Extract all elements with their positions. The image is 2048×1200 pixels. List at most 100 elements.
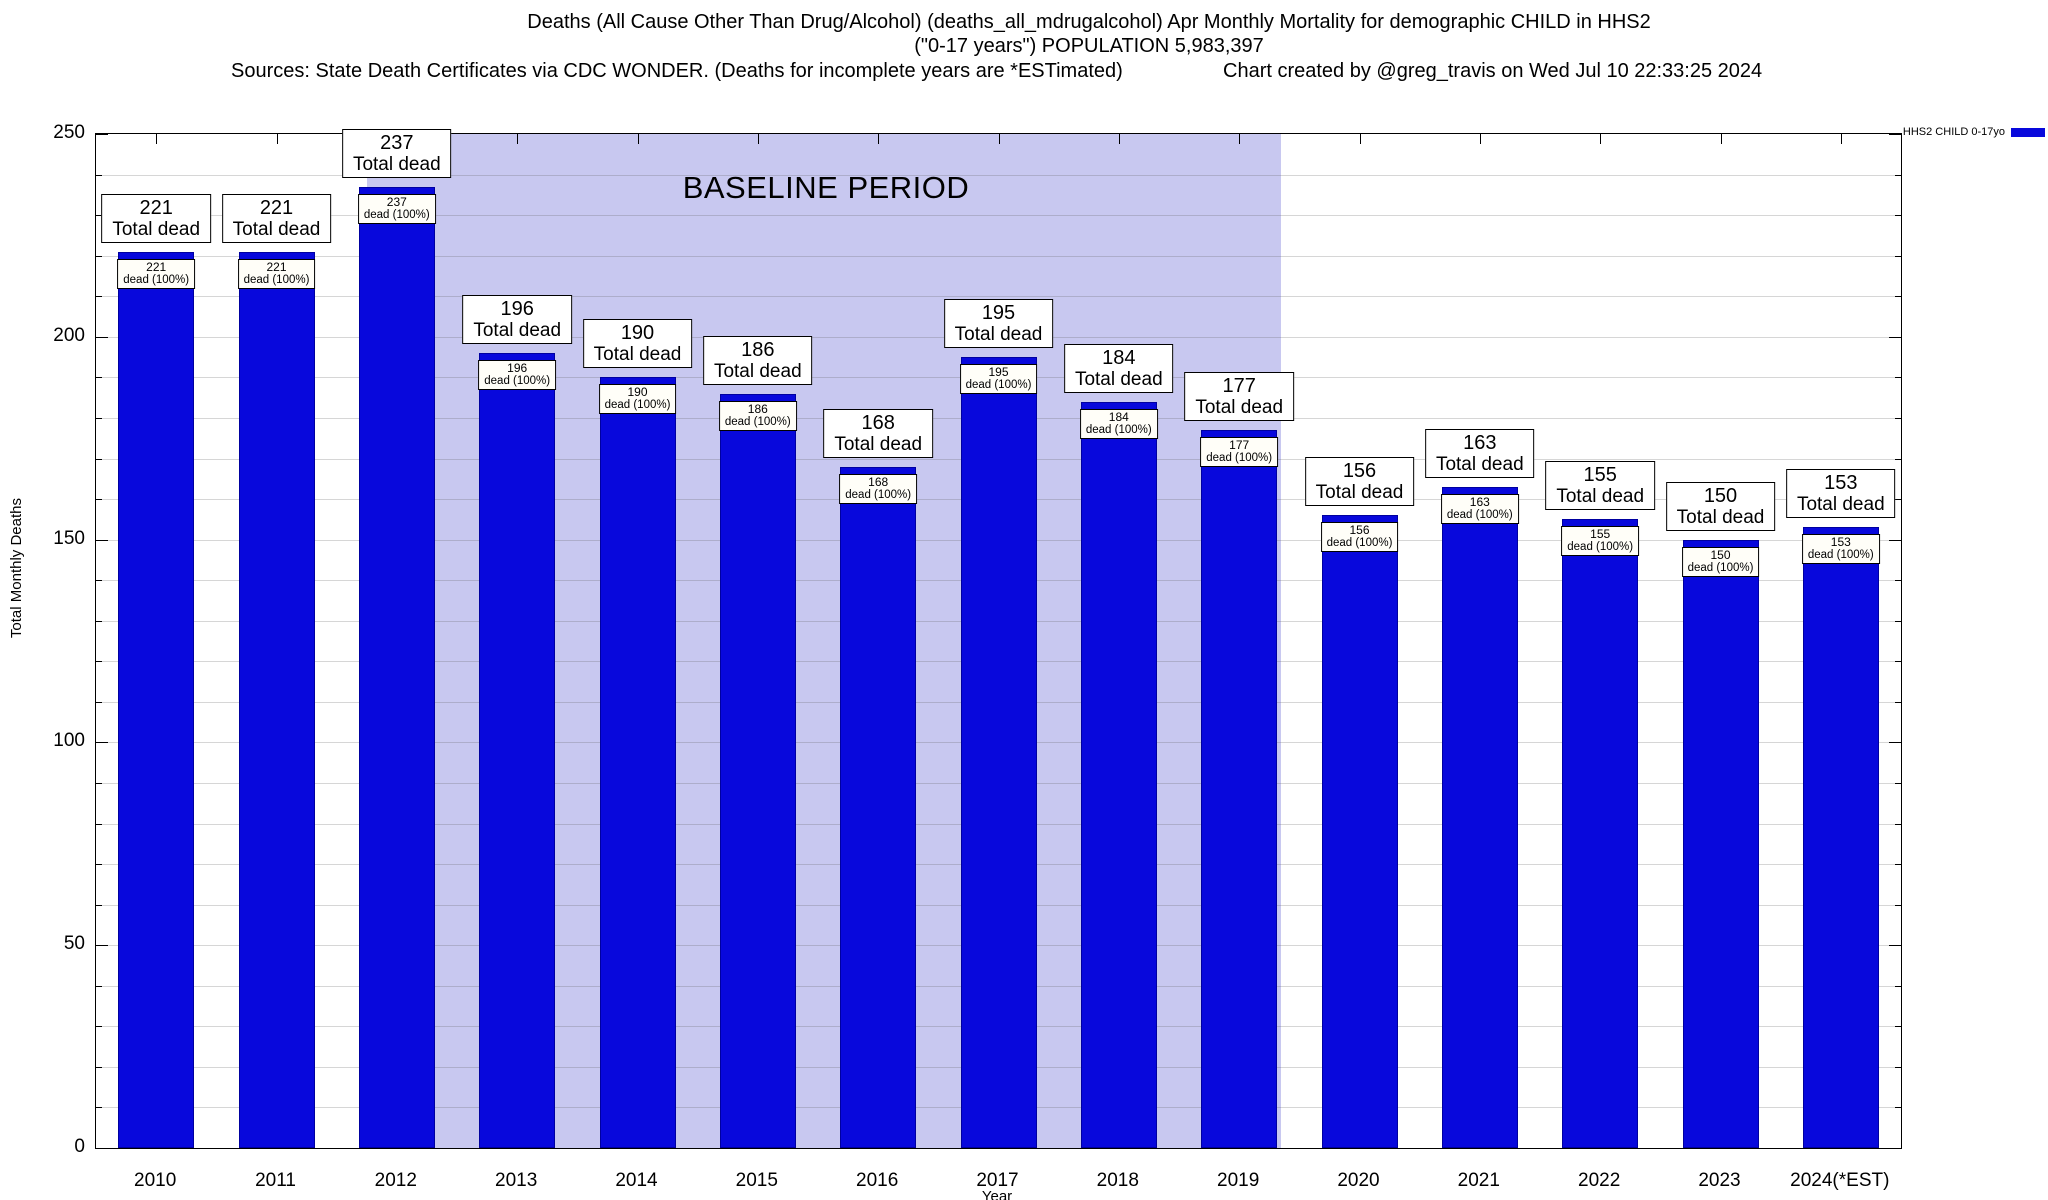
bar-total-text: Total dead	[1315, 482, 1404, 504]
bar-inner-value: 153	[1830, 535, 1851, 550]
y-axis-tick	[1889, 742, 1901, 744]
bar-inner-value: 150	[1710, 547, 1731, 562]
bar-inner-value: 168	[868, 474, 889, 489]
bar-2023	[1682, 539, 1759, 1148]
x-tick-label-2021: 2021	[1457, 1170, 1500, 1191]
y-axis-tick	[96, 580, 102, 582]
chart-title-line3: Sources: State Death Certificates via CD…	[130, 58, 2048, 84]
x-axis-title: Year	[981, 1188, 1013, 1200]
x-tick-label-2012: 2012	[374, 1170, 417, 1191]
y-axis-tick	[1889, 945, 1901, 947]
bar-inner-text: dead (100%)	[1446, 508, 1513, 521]
x-axis-tick	[517, 134, 519, 144]
y-axis-tick	[96, 458, 102, 460]
bar-2014	[599, 377, 676, 1148]
x-tick-label-2017: 2017	[976, 1170, 1019, 1191]
y-axis-tick	[1889, 134, 1901, 135]
y-axis-tick	[1889, 336, 1901, 338]
chart-title-line1: Deaths (All Cause Other Than Drug/Alcoho…	[527, 11, 1651, 33]
y-axis-tick	[96, 336, 108, 338]
x-tick-label-2022: 2022	[1578, 1170, 1621, 1191]
bar-inner-value: 221	[146, 259, 167, 274]
bar-total-label-2016: 168 Total dead	[823, 408, 934, 458]
bar-total-label-2019: 177 Total dead	[1184, 372, 1295, 422]
gridline	[96, 255, 1901, 257]
bar-total-label-2018: 184 Total dead	[1063, 343, 1174, 393]
y-axis-tick	[96, 985, 102, 987]
y-axis-tick	[1895, 1066, 1901, 1068]
bar-inner-value: 184	[1108, 409, 1129, 424]
y-tick-label-150: 150	[53, 527, 85, 549]
bar-inner-value: 221	[266, 259, 287, 274]
chart-title-line2: ("0-17 years") POPULATION 5,983,397	[914, 35, 1264, 57]
y-axis-tick	[96, 417, 102, 419]
y-axis-tick	[96, 377, 102, 379]
y-axis-tick	[1895, 823, 1901, 825]
bar-total-text: Total dead	[1435, 453, 1524, 475]
bar-total-value: 237	[380, 131, 414, 154]
y-axis-tick	[1895, 620, 1901, 622]
bar-2019	[1201, 430, 1278, 1148]
y-axis-tick	[1889, 1148, 1901, 1149]
bar-inner-value: 195	[988, 365, 1009, 380]
bar-inner-value: 156	[1349, 523, 1370, 538]
bar-2011	[238, 251, 315, 1148]
bar-2024(*EST)	[1802, 527, 1879, 1148]
bar-total-text: Total dead	[1195, 397, 1284, 419]
bar-2010	[118, 251, 195, 1148]
bar-total-value: 155	[1583, 464, 1617, 487]
bar-2017	[960, 357, 1037, 1148]
bar-total-label-2013: 196 Total dead	[462, 295, 573, 344]
x-tick-label-2023: 2023	[1698, 1170, 1741, 1191]
bar-total-value: 153	[1824, 472, 1858, 495]
bar-inner-text: dead (100%)	[1687, 561, 1754, 574]
bar-total-value: 168	[861, 411, 895, 434]
y-axis-tick	[1895, 661, 1901, 663]
bar-total-label-2012: 237 Total dead	[341, 128, 452, 178]
baseline-period-label: BASELINE PERIOD	[682, 170, 970, 205]
bar-total-value: 184	[1102, 346, 1136, 369]
bar-inner-label-2024(*EST): 153 dead (100%)	[1801, 534, 1880, 565]
bar-total-text: Total dead	[352, 153, 441, 175]
y-axis-tick	[96, 701, 102, 703]
y-axis-tick	[96, 620, 102, 622]
y-axis-tick	[96, 1148, 108, 1149]
bar-total-label-2023: 150 Total dead	[1665, 481, 1776, 531]
bar-total-label-2024(*EST): 153 Total dead	[1785, 469, 1896, 519]
y-axis-tick-labels: 0 50 100 150 200 250	[0, 122, 85, 1157]
bar-inner-text: dead (100%)	[1085, 423, 1152, 436]
bar-inner-label-2012: 237 dead (100%)	[357, 193, 436, 224]
y-axis-tick	[96, 215, 102, 217]
bar-total-value: 190	[620, 322, 655, 345]
x-tick-label-2010: 2010	[134, 1170, 177, 1191]
y-axis-tick	[96, 945, 108, 947]
bar-inner-text: dead (100%)	[243, 273, 310, 286]
bar-inner-label-2023: 150 dead (100%)	[1681, 546, 1760, 577]
x-tick-label-2020: 2020	[1337, 1170, 1380, 1191]
bar-2021	[1441, 486, 1518, 1148]
bar-total-label-2014: 190 Total dead	[582, 319, 693, 369]
bar-inner-value: 196	[507, 361, 528, 375]
bar-2012	[358, 186, 435, 1148]
x-axis-tick	[1359, 134, 1361, 144]
bar-inner-label-2016: 168 dead (100%)	[839, 473, 918, 504]
bar-inner-label-2022: 155 dead (100%)	[1561, 526, 1640, 557]
y-axis-tick	[96, 783, 102, 784]
legend-label: HHS2 CHILD 0-17yo	[1902, 126, 2005, 138]
bar-inner-label-2018: 184 dead (100%)	[1079, 408, 1158, 439]
y-axis-tick	[96, 1107, 102, 1109]
y-axis-tick	[1895, 701, 1901, 703]
y-axis-tick	[1895, 215, 1901, 217]
bar-total-text: Total dead	[593, 344, 682, 366]
y-axis-tick	[1895, 417, 1901, 419]
bar-inner-value: 190	[627, 385, 648, 400]
y-axis-tick	[1895, 580, 1901, 582]
bar-total-text: Total dead	[1796, 494, 1885, 516]
y-tick-label-250: 250	[53, 122, 85, 143]
x-axis-tick	[757, 134, 759, 144]
y-tick-label-50: 50	[63, 933, 85, 955]
bar-inner-text: dead (100%)	[724, 415, 791, 428]
x-tick-label-2014: 2014	[615, 1170, 658, 1191]
bar-2018	[1080, 401, 1157, 1148]
